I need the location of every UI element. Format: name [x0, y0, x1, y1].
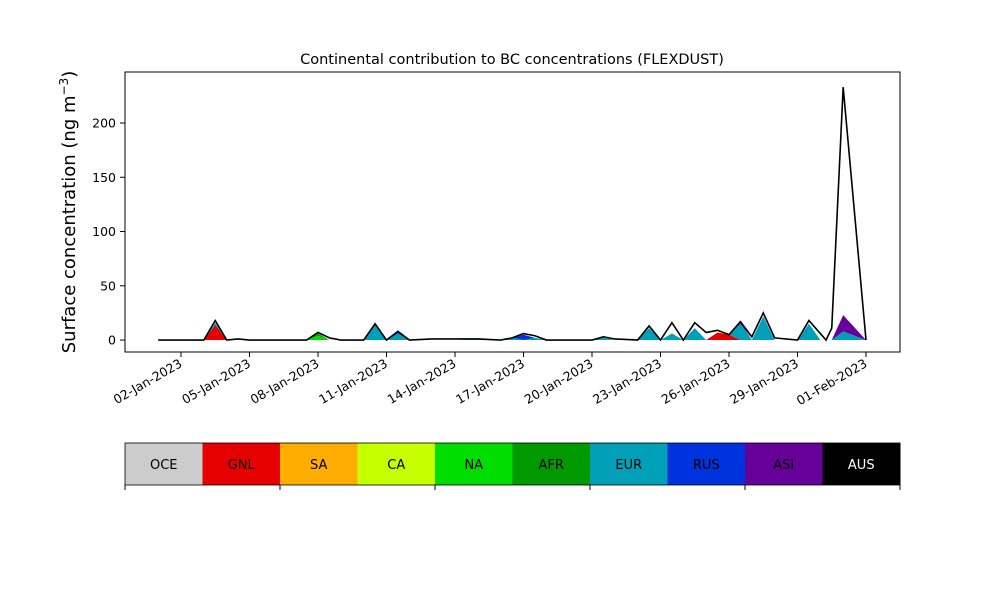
legend-label-eur: EUR — [615, 458, 642, 473]
y-axis-ticks: 0 50 100 150 200 — [92, 116, 125, 348]
y-tick-label: 50 — [100, 278, 116, 293]
x-tick-label: 20-Jan-2023 — [522, 356, 596, 407]
legend-swatch-oce — [125, 443, 203, 485]
legend-swatch-gnl — [202, 443, 281, 485]
legend-label-gnl: GNL — [228, 458, 256, 473]
x-tick-label: 14-Jan-2023 — [385, 356, 459, 407]
legend-label-sa: SA — [310, 458, 327, 473]
legend-swatch-aus — [822, 443, 901, 485]
legend-label-oce: OCE — [150, 458, 178, 473]
legend-label-aus: AUS — [848, 458, 875, 473]
stacked-areas — [158, 315, 867, 341]
chart-title: Continental contribution to BC concentra… — [300, 52, 724, 68]
legend-label-asi: ASI — [773, 458, 794, 473]
legend-swatch-ca — [357, 443, 436, 485]
legend-swatch-sa — [280, 443, 358, 485]
y-axis-label-unit-exponent: −3 — [57, 78, 71, 96]
x-axis-ticks: 02-Jan-202305-Jan-202308-Jan-202311-Jan-… — [111, 352, 870, 408]
x-tick-label: 01-Feb-2023 — [794, 356, 870, 408]
plot-area — [124, 71, 901, 353]
legend-label-afr: AFR — [539, 458, 564, 473]
legend-label-na: NA — [464, 458, 483, 473]
legend: OCE GNL SA CA NA AFR EUR RUS ASI AUS — [124, 442, 901, 490]
legend-swatch-na — [435, 443, 513, 485]
legend-swatch-afr — [512, 443, 591, 485]
x-tick-label: 08-Jan-2023 — [248, 356, 322, 407]
legend-swatch-eur — [590, 443, 668, 485]
axes-frame — [124, 71, 901, 353]
y-axis-label-close: ) — [59, 71, 80, 78]
x-tick-label: 11-Jan-2023 — [316, 356, 390, 407]
y-tick-label: 100 — [92, 224, 116, 239]
legend-label-ca: CA — [387, 458, 405, 473]
x-tick-label: 02-Jan-2023 — [111, 356, 185, 407]
x-tick-label: 17-Jan-2023 — [453, 356, 527, 407]
x-tick-label: 29-Jan-2023 — [727, 356, 801, 407]
y-tick-label: 150 — [92, 170, 116, 185]
y-tick-label: 0 — [108, 333, 116, 348]
y-tick-label: 200 — [92, 116, 116, 131]
legend-swatch-asi — [745, 443, 823, 485]
area-eur — [158, 316, 867, 341]
total-line — [158, 87, 867, 342]
legend-label-rus: RUS — [693, 458, 720, 473]
y-axis-label-main: Surface concentration (ng m — [59, 95, 80, 353]
y-axis-label: Surface concentration (ng m−3) — [57, 71, 80, 354]
legend-frame — [124, 442, 901, 486]
legend-swatch-rus — [667, 443, 746, 485]
x-tick-label: 05-Jan-2023 — [179, 356, 253, 407]
x-tick-label: 26-Jan-2023 — [659, 356, 733, 407]
x-tick-label: 23-Jan-2023 — [590, 356, 664, 407]
